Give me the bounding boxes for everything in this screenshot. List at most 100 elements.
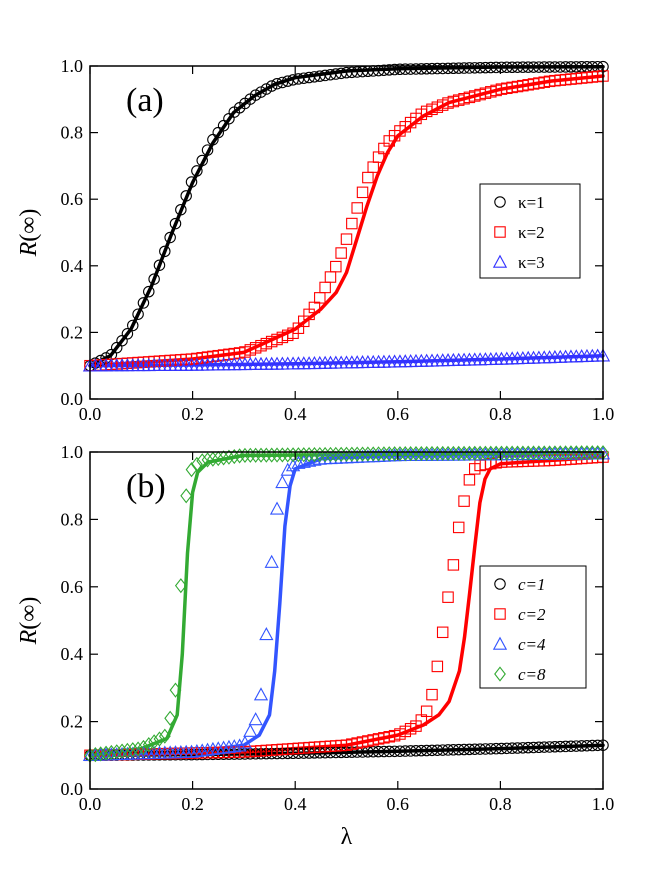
data-point bbox=[559, 445, 572, 461]
legend-item: c=8 bbox=[494, 665, 546, 684]
legend-marker bbox=[494, 196, 506, 208]
x-tick-label: 0.0 bbox=[79, 794, 102, 814]
data-point bbox=[244, 447, 257, 463]
data-point bbox=[105, 744, 118, 761]
data-point bbox=[189, 744, 205, 758]
legend-marker bbox=[492, 254, 508, 268]
data-point bbox=[291, 455, 306, 469]
y-tick-label: 0.4 bbox=[61, 256, 84, 276]
data-point bbox=[442, 591, 454, 603]
legend-label: κ=2 bbox=[518, 223, 545, 242]
data-point bbox=[184, 744, 199, 758]
data-point bbox=[164, 231, 176, 244]
data-point bbox=[132, 741, 144, 757]
data-point bbox=[458, 495, 470, 507]
data-point bbox=[211, 741, 226, 755]
data-point bbox=[143, 285, 155, 298]
data-point bbox=[319, 281, 331, 294]
plot-frame bbox=[89, 451, 604, 790]
data-point bbox=[362, 171, 374, 184]
legend-label: κ=3 bbox=[518, 253, 545, 272]
data-point bbox=[233, 448, 246, 464]
data-point bbox=[137, 297, 150, 309]
data-point bbox=[110, 744, 123, 760]
legend-label: c=8 bbox=[518, 665, 546, 684]
data-point bbox=[335, 247, 347, 259]
data-point bbox=[169, 682, 182, 698]
data-point bbox=[221, 739, 237, 753]
y-axis-label-symbol: R bbox=[16, 241, 42, 257]
data-point bbox=[452, 521, 465, 534]
y-tick-label: 1.0 bbox=[61, 56, 84, 76]
data-point bbox=[249, 89, 262, 101]
y-tick-label: 1.0 bbox=[61, 442, 84, 462]
data-point bbox=[591, 445, 604, 461]
data-point bbox=[463, 474, 476, 486]
data-point bbox=[169, 217, 182, 230]
data-point bbox=[490, 445, 503, 461]
data-point bbox=[516, 445, 529, 461]
y-axis-label-rest: (∞) bbox=[16, 597, 42, 630]
legend: c=1 c=2 c=4 c=8 bbox=[479, 565, 587, 689]
data-point bbox=[94, 746, 107, 762]
data-point bbox=[265, 80, 278, 92]
data-point bbox=[356, 186, 369, 199]
data-point bbox=[543, 445, 556, 461]
data-point bbox=[249, 447, 262, 463]
x-axis-label: λ bbox=[341, 824, 353, 850]
legend-label: κ=1 bbox=[518, 193, 545, 212]
data-point bbox=[527, 445, 540, 461]
data-point bbox=[228, 448, 241, 465]
data-point bbox=[196, 154, 208, 167]
x-tick-label: 0.6 bbox=[387, 404, 410, 424]
panel-label: (b) bbox=[126, 468, 166, 505]
data-point bbox=[89, 747, 102, 763]
data-point bbox=[158, 728, 171, 744]
legend-item: κ=3 bbox=[492, 253, 545, 272]
data-point bbox=[237, 735, 253, 749]
series-markers-κ=3 bbox=[82, 348, 611, 372]
data-point bbox=[458, 445, 470, 461]
legend-item: c=1 bbox=[494, 575, 546, 594]
data-point bbox=[447, 445, 460, 462]
data-point bbox=[190, 456, 203, 472]
chart-panel-a: 0.0 0.2 0.4 0.6 0.8 1.0 0.0 0.2 0.4 0.6 0.8 1.0 R(∞)… bbox=[16, 56, 614, 424]
panel-label: (a) bbox=[126, 82, 164, 119]
data-point bbox=[137, 739, 150, 756]
data-point bbox=[495, 445, 508, 461]
data-point bbox=[575, 445, 588, 461]
data-point bbox=[330, 260, 342, 273]
data-point bbox=[468, 445, 481, 461]
data-point bbox=[276, 76, 289, 89]
y-tick-label: 0.0 bbox=[61, 779, 84, 799]
legend-label: c=2 bbox=[518, 605, 546, 624]
y-tick-label: 0.6 bbox=[61, 577, 84, 597]
data-point bbox=[195, 743, 210, 757]
legend-marker bbox=[494, 666, 506, 682]
data-point bbox=[269, 501, 285, 515]
data-point bbox=[100, 745, 112, 761]
data-point bbox=[280, 462, 295, 476]
series-markers-κ=2 bbox=[84, 70, 609, 372]
data-point bbox=[164, 710, 177, 726]
data-point bbox=[205, 741, 221, 756]
data-point bbox=[351, 202, 363, 214]
data-point bbox=[212, 450, 225, 467]
legend-box bbox=[479, 565, 587, 689]
legend: κ=1 κ=2 κ=3 bbox=[479, 183, 581, 279]
data-point bbox=[126, 742, 139, 758]
data-point bbox=[196, 453, 209, 469]
data-point bbox=[264, 554, 279, 568]
legend-item: c=2 bbox=[494, 605, 546, 624]
legend-label: c=4 bbox=[518, 635, 546, 654]
data-point bbox=[260, 447, 273, 463]
data-point bbox=[132, 308, 144, 320]
data-point bbox=[255, 86, 267, 98]
legend-marker bbox=[492, 636, 508, 650]
data-point bbox=[180, 190, 192, 202]
x-tick-label: 0.4 bbox=[284, 404, 307, 424]
data-point bbox=[116, 743, 128, 759]
data-point bbox=[307, 452, 322, 466]
legend-label: c=1 bbox=[518, 575, 546, 594]
